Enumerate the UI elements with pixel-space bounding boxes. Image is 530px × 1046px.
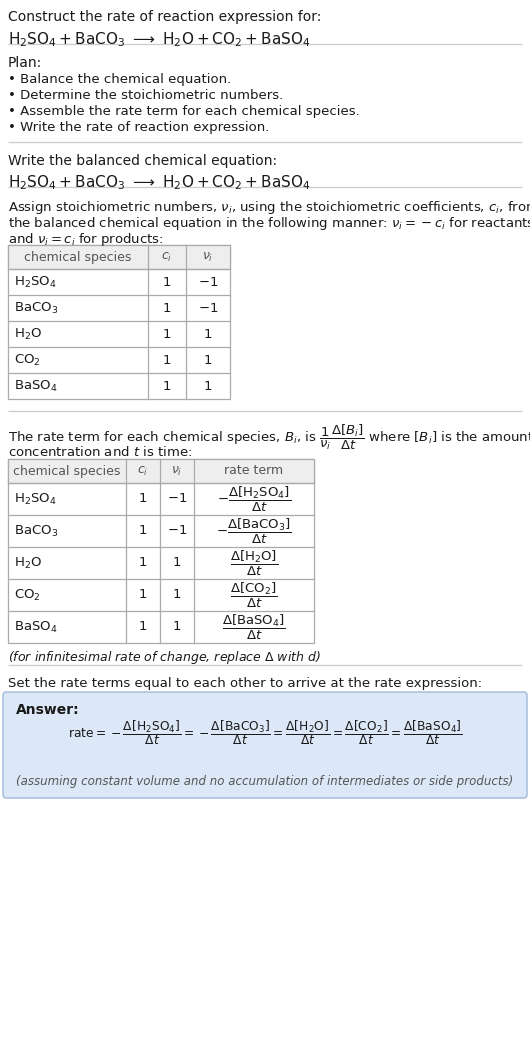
Text: • Balance the chemical equation.: • Balance the chemical equation. — [8, 73, 231, 86]
Text: (for infinitesimal rate of change, replace $\Delta$ with $d$): (for infinitesimal rate of change, repla… — [8, 649, 321, 666]
Text: 1: 1 — [139, 620, 147, 634]
FancyBboxPatch shape — [3, 692, 527, 798]
Text: 1: 1 — [163, 380, 171, 392]
Text: $1$: $1$ — [204, 354, 213, 366]
Text: $\mathrm{BaCO_3}$: $\mathrm{BaCO_3}$ — [14, 523, 58, 539]
Text: • Write the rate of reaction expression.: • Write the rate of reaction expression. — [8, 121, 269, 134]
Text: $\mathrm{H_2O}$: $\mathrm{H_2O}$ — [14, 326, 42, 342]
Text: $\dfrac{\Delta[\mathrm{BaSO_4}]}{\Delta t}$: $\dfrac{\Delta[\mathrm{BaSO_4}]}{\Delta … — [222, 612, 286, 641]
Text: 1: 1 — [163, 301, 171, 315]
Text: 1: 1 — [163, 354, 171, 366]
Bar — [8, 459, 314, 643]
Text: $\mathrm{H_2SO_4}$: $\mathrm{H_2SO_4}$ — [14, 274, 57, 290]
Text: $-1$: $-1$ — [198, 301, 218, 315]
Text: $1$: $1$ — [172, 620, 182, 634]
Text: $\mathrm{H_2SO_4 + BaCO_3 \ {\longrightarrow}\ H_2O + CO_2 + BaSO_4}$: $\mathrm{H_2SO_4 + BaCO_3 \ {\longrighta… — [8, 173, 311, 191]
Text: $-1$: $-1$ — [198, 275, 218, 289]
Text: $1$: $1$ — [172, 556, 182, 569]
Text: $c_i$: $c_i$ — [161, 250, 173, 264]
Text: $\mathrm{CO_2}$: $\mathrm{CO_2}$ — [14, 353, 41, 367]
Text: rate term: rate term — [224, 464, 284, 478]
Text: $-\dfrac{\Delta[\mathrm{BaCO_3}]}{\Delta t}$: $-\dfrac{\Delta[\mathrm{BaCO_3}]}{\Delta… — [216, 517, 292, 546]
Text: Assign stoichiometric numbers, $\nu_i$, using the stoichiometric coefficients, $: Assign stoichiometric numbers, $\nu_i$, … — [8, 199, 530, 217]
Text: $1$: $1$ — [204, 327, 213, 341]
Text: 1: 1 — [163, 327, 171, 341]
Text: $1$: $1$ — [204, 380, 213, 392]
Text: the balanced chemical equation in the following manner: $\nu_i = -c_i$ for react: the balanced chemical equation in the fo… — [8, 215, 530, 232]
Text: $\mathrm{rate} = -\dfrac{\Delta[\mathrm{H_2SO_4}]}{\Delta t} = -\dfrac{\Delta[\m: $\mathrm{rate} = -\dfrac{\Delta[\mathrm{… — [68, 719, 462, 748]
Text: and $\nu_i = c_i$ for products:: and $\nu_i = c_i$ for products: — [8, 231, 164, 248]
Text: $\nu_i$: $\nu_i$ — [202, 250, 214, 264]
Bar — [8, 459, 314, 483]
Text: (assuming constant volume and no accumulation of intermediates or side products): (assuming constant volume and no accumul… — [16, 774, 514, 788]
Text: chemical species: chemical species — [24, 250, 131, 264]
Text: $\mathrm{BaSO_4}$: $\mathrm{BaSO_4}$ — [14, 379, 58, 393]
Text: • Determine the stoichiometric numbers.: • Determine the stoichiometric numbers. — [8, 89, 283, 103]
Text: 1: 1 — [139, 556, 147, 569]
Text: $-\dfrac{\Delta[\mathrm{H_2SO_4}]}{\Delta t}$: $-\dfrac{\Delta[\mathrm{H_2SO_4}]}{\Delt… — [217, 484, 291, 514]
Text: Construct the rate of reaction expression for:: Construct the rate of reaction expressio… — [8, 10, 321, 24]
Text: $1$: $1$ — [172, 589, 182, 601]
Text: concentration and $t$ is time:: concentration and $t$ is time: — [8, 445, 192, 459]
Text: chemical species: chemical species — [13, 464, 121, 478]
Text: • Assemble the rate term for each chemical species.: • Assemble the rate term for each chemic… — [8, 105, 360, 118]
Text: $\mathrm{BaCO_3}$: $\mathrm{BaCO_3}$ — [14, 300, 58, 316]
Text: Set the rate terms equal to each other to arrive at the rate expression:: Set the rate terms equal to each other t… — [8, 677, 482, 690]
Text: 1: 1 — [139, 589, 147, 601]
Text: 1: 1 — [139, 524, 147, 538]
Text: $\mathrm{CO_2}$: $\mathrm{CO_2}$ — [14, 588, 41, 602]
Text: Write the balanced chemical equation:: Write the balanced chemical equation: — [8, 154, 277, 168]
Text: $\mathrm{H_2O}$: $\mathrm{H_2O}$ — [14, 555, 42, 570]
Text: Answer:: Answer: — [16, 703, 80, 717]
Text: $c_i$: $c_i$ — [137, 464, 148, 478]
Text: $\dfrac{\Delta[\mathrm{H_2O}]}{\Delta t}$: $\dfrac{\Delta[\mathrm{H_2O}]}{\Delta t}… — [230, 548, 278, 577]
Text: $-1$: $-1$ — [167, 524, 187, 538]
Text: $-1$: $-1$ — [167, 493, 187, 505]
Text: $\dfrac{\Delta[\mathrm{CO_2}]}{\Delta t}$: $\dfrac{\Delta[\mathrm{CO_2}]}{\Delta t}… — [230, 581, 278, 610]
Text: $\nu_i$: $\nu_i$ — [171, 464, 183, 478]
Bar — [8, 245, 230, 399]
Text: $\mathrm{H_2SO_4}$: $\mathrm{H_2SO_4}$ — [14, 492, 57, 506]
Bar — [8, 245, 230, 269]
Text: The rate term for each chemical species, $B_i$, is $\dfrac{1}{\nu_i}\dfrac{\Delt: The rate term for each chemical species,… — [8, 423, 530, 452]
Text: Plan:: Plan: — [8, 56, 42, 70]
Text: $\mathrm{BaSO_4}$: $\mathrm{BaSO_4}$ — [14, 619, 58, 635]
Text: 1: 1 — [163, 275, 171, 289]
Text: 1: 1 — [139, 493, 147, 505]
Text: $\mathrm{H_2SO_4 + BaCO_3 \ {\longrightarrow}\ H_2O + CO_2 + BaSO_4}$: $\mathrm{H_2SO_4 + BaCO_3 \ {\longrighta… — [8, 30, 311, 49]
